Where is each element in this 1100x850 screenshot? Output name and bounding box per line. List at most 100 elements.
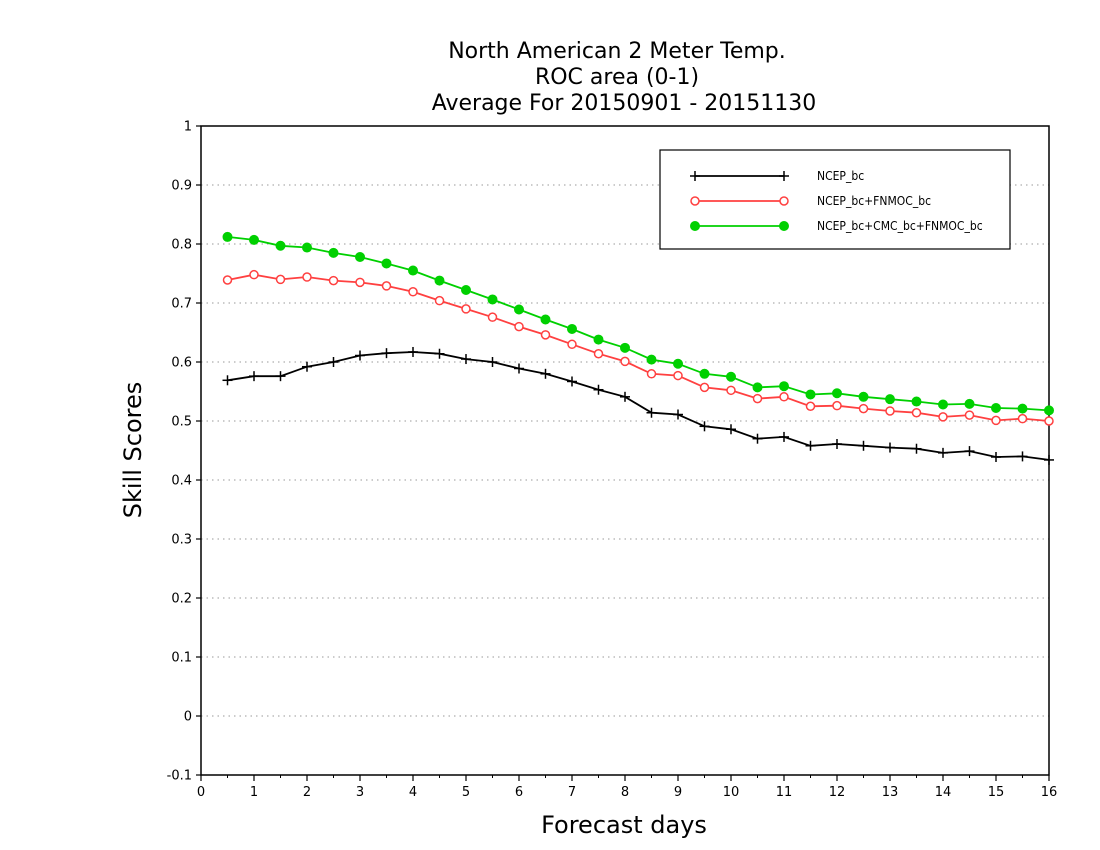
- data-point: [911, 443, 922, 454]
- data-point: [991, 451, 1001, 462]
- x-tick-label: 1: [250, 785, 258, 800]
- legend-label: NCEP_bc: [817, 169, 864, 183]
- data-point: [938, 399, 948, 410]
- data-point: [805, 440, 816, 451]
- x-tick-label: 6: [515, 785, 523, 800]
- x-tick-label: 12: [829, 785, 846, 800]
- legend-label: NCEP_bc+CMC_bc+FNMOC_bc: [817, 219, 983, 233]
- x-tick-label: 8: [621, 785, 629, 800]
- data-point: [567, 339, 577, 350]
- data-point: [302, 272, 312, 282]
- data-point: [726, 385, 736, 396]
- data-point: [779, 392, 789, 402]
- data-point: [328, 275, 339, 286]
- series-ncep-bc-fnmoc-bc: [222, 269, 1054, 426]
- data-point: [567, 376, 577, 387]
- grid-lines: [201, 184, 1049, 717]
- chart-title-line-2: ROC area (0-1): [535, 65, 699, 90]
- data-point: [249, 269, 259, 280]
- data-point: [620, 356, 630, 367]
- series-line: [227, 236, 1050, 412]
- data-point: [514, 304, 524, 315]
- data-point: [991, 403, 1001, 414]
- x-tick-label: 4: [409, 785, 417, 800]
- data-point: [1044, 416, 1054, 426]
- data-series: [222, 231, 1054, 465]
- data-point: [646, 354, 657, 365]
- y-tick-label: 0: [184, 710, 192, 725]
- y-axis-label: Skill Scores: [119, 382, 147, 519]
- data-point: [1044, 454, 1054, 465]
- data-point: [249, 371, 259, 382]
- legend-box: [659, 149, 1011, 250]
- data-point: [911, 407, 922, 418]
- data-point: [355, 251, 365, 262]
- data-point: [858, 391, 869, 402]
- x-tick-label: 16: [1041, 785, 1058, 800]
- series-ncep-bc-cmc-bc-fnmoc-bc: [222, 231, 1054, 416]
- data-point: [355, 277, 365, 288]
- y-tick-label: 0.4: [171, 474, 192, 489]
- y-tick-label: 0.1: [171, 651, 192, 666]
- x-tick-label: 0: [197, 785, 205, 800]
- x-tick-label: 2: [303, 785, 311, 800]
- y-tick-label: 0.8: [171, 238, 192, 253]
- data-point: [487, 294, 498, 305]
- data-point: [752, 393, 763, 404]
- data-point: [673, 409, 683, 420]
- data-point: [567, 323, 577, 334]
- data-point: [408, 265, 418, 276]
- data-point: [779, 431, 789, 442]
- data-point: [461, 304, 471, 314]
- y-tick-label: 0.2: [171, 592, 192, 607]
- data-point: [461, 354, 471, 365]
- data-point: [540, 330, 551, 340]
- data-point: [699, 368, 710, 379]
- data-point: [964, 398, 975, 409]
- legend-marker: [690, 196, 700, 206]
- data-point: [673, 358, 683, 369]
- data-point: [646, 369, 657, 379]
- legend-marker: [779, 171, 789, 181]
- y-tick-label: 0.7: [171, 297, 192, 312]
- data-point: [381, 348, 392, 359]
- legend-marker: [690, 221, 700, 231]
- data-point: [726, 424, 736, 435]
- data-point: [461, 285, 471, 296]
- chart-title-line-1: North American 2 Meter Temp.: [448, 39, 786, 64]
- data-point: [222, 231, 233, 242]
- data-point: [328, 357, 339, 367]
- x-tick-label: 11: [776, 785, 793, 800]
- x-axis-label: Forecast days: [541, 811, 707, 839]
- x-tick-label: 9: [674, 785, 682, 800]
- data-point: [275, 371, 286, 382]
- data-point: [885, 394, 895, 405]
- data-point: [222, 275, 233, 285]
- data-point: [885, 442, 895, 453]
- data-point: [726, 371, 736, 382]
- data-point: [620, 391, 630, 402]
- x-tick-label: 3: [356, 785, 364, 800]
- data-point: [911, 396, 922, 407]
- data-point: [434, 348, 445, 359]
- data-point: [1017, 451, 1028, 462]
- y-tick-label: 0.6: [171, 356, 192, 371]
- data-point: [434, 295, 445, 306]
- legend-label: NCEP_bc+FNMOC_bc: [817, 194, 931, 208]
- data-point: [249, 234, 259, 245]
- data-point: [832, 439, 842, 450]
- data-point: [699, 382, 710, 393]
- chart-title-line-3: Average For 20150901 - 20151130: [432, 91, 817, 116]
- data-point: [487, 312, 498, 322]
- data-point: [832, 388, 842, 399]
- data-point: [355, 350, 365, 361]
- chart-title: North American 2 Meter Temp. ROC area (0…: [432, 39, 817, 116]
- data-point: [381, 281, 392, 291]
- legend-marker: [690, 171, 700, 181]
- data-point: [620, 342, 630, 353]
- data-point: [275, 240, 286, 251]
- data-point: [832, 400, 842, 411]
- x-tick-label: 14: [935, 785, 952, 800]
- data-point: [1044, 405, 1054, 416]
